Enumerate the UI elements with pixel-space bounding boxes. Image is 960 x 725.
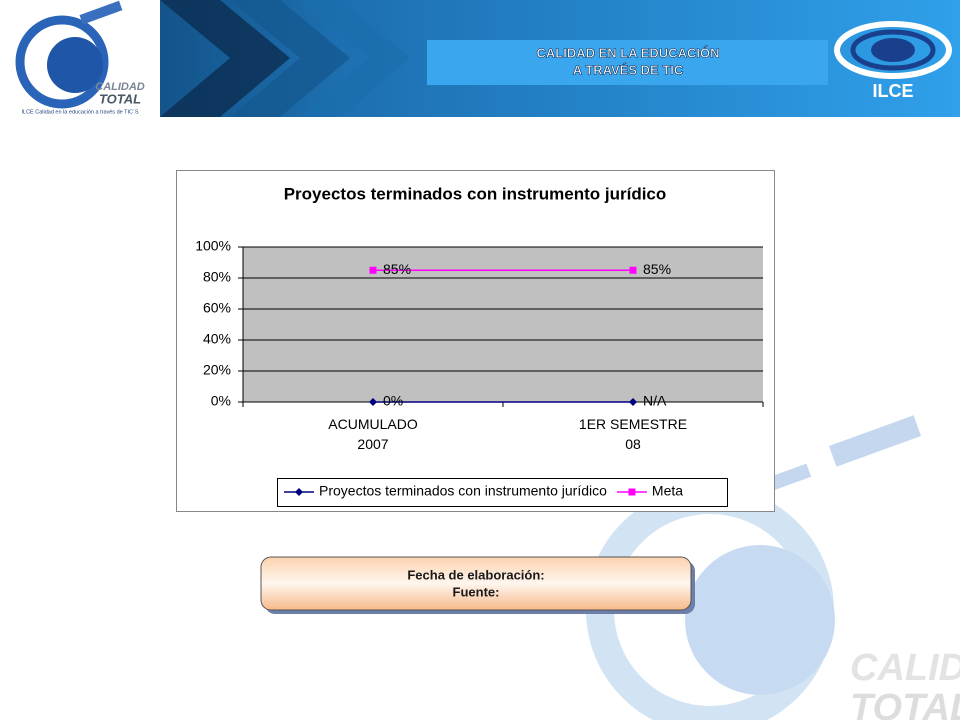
data-label: 85% xyxy=(643,261,671,277)
info-text: Fuente: xyxy=(453,584,500,599)
legend-label: Proyectos terminados con instrumento jur… xyxy=(319,483,607,499)
legend-marker xyxy=(295,488,303,496)
y-tick-label: 80% xyxy=(203,269,231,285)
logo xyxy=(15,0,123,109)
marker xyxy=(629,398,637,406)
x-tick-label: 1ER SEMESTRE 08 xyxy=(579,416,687,452)
y-tick-label: 20% xyxy=(203,362,231,378)
marker xyxy=(629,266,637,274)
data-label: N/A xyxy=(643,393,667,409)
marker xyxy=(369,266,377,274)
chart: 0% 20% 40% 60% 80% 100% ACUMULADO 2007 1ER SEMES… xyxy=(195,238,764,507)
info-box xyxy=(260,556,692,611)
x-tick-label: ACUMULADO 2007 xyxy=(328,416,418,452)
logo-caption: ILCE Calidad en la educación a través de… xyxy=(22,109,139,115)
info-text: Fecha de elaboración: xyxy=(407,567,544,582)
chart-title: Proyectos terminados con instrumento jur… xyxy=(284,184,667,203)
right-logo-text: ILCE xyxy=(872,81,913,101)
title-box xyxy=(427,40,828,85)
legend-marker xyxy=(628,488,636,496)
y-tick-label: 60% xyxy=(203,300,231,316)
logo-text: TOTAL xyxy=(99,91,141,106)
marker xyxy=(369,398,377,406)
watermark-text: TOTAL xyxy=(850,687,960,720)
data-label: 0% xyxy=(383,393,403,409)
legend-box xyxy=(277,478,728,507)
y-tick-label: 0% xyxy=(211,393,231,409)
logo-text: CALIDAD xyxy=(95,81,145,93)
watermark-text: CALIDAD xyxy=(850,647,960,689)
y-tick-label: 40% xyxy=(203,331,231,347)
legend-label: Meta xyxy=(652,483,683,499)
data-label: 85% xyxy=(383,261,411,277)
y-tick-label: 100% xyxy=(195,238,231,254)
header-title: CALIDAD EN LA EDUCACIÓN xyxy=(537,45,720,60)
chevrons xyxy=(160,0,410,117)
right-logo xyxy=(834,21,952,79)
header-title: A TRAVÉS DE TIC xyxy=(573,62,684,77)
plot-area xyxy=(243,247,763,402)
